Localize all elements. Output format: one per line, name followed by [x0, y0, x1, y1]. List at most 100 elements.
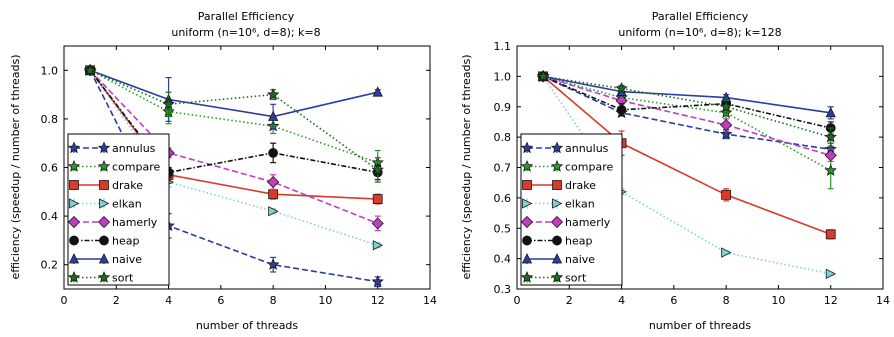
series-line-elkan	[542, 75, 831, 275]
legend-marker	[69, 198, 80, 209]
legend-marker	[550, 270, 564, 283]
legend-marker	[67, 270, 81, 283]
legend-label: drake	[565, 179, 596, 192]
legend-marker	[522, 235, 532, 246]
legend-label: compare	[112, 161, 160, 174]
legend-item-heap: heap	[522, 235, 592, 248]
legend-marker	[67, 159, 81, 172]
data-point-naive	[267, 110, 279, 121]
legend-marker	[97, 159, 111, 172]
chart-right-legend: annulus compare drake elkan hamerly heap naive…	[520, 133, 623, 286]
series-line-naive	[542, 75, 831, 114]
chart-left-ticks: 0 2 4 6 8 10 12 14 0.2 0.4 0.6 0.8 1.0	[41, 46, 437, 307]
legend-label: naive	[565, 253, 595, 266]
legend-item-drake: drake	[522, 179, 596, 192]
x-tick-label: 14	[423, 294, 437, 307]
legend-marker	[67, 141, 81, 154]
legend-item-hamerly: hamerly	[520, 215, 611, 229]
legend-label: heap	[565, 235, 592, 248]
legend-marker	[520, 215, 534, 229]
chart-left-ylabel: efficiency (speedup / number of threads)	[9, 54, 22, 279]
legend-marker	[97, 270, 111, 283]
x-tick-label: 6	[670, 294, 677, 307]
series-line-annulus	[542, 75, 831, 151]
series-sort	[536, 69, 837, 147]
chart-left-legend-entries: annulus compare drake elkan hamerly heap naive…	[67, 141, 160, 285]
y-tick-label: 0.8	[41, 113, 59, 126]
legend-item-naive: naive	[68, 253, 142, 266]
data-point-heap	[268, 148, 279, 158]
y-tick-label: 0.8	[494, 131, 512, 144]
y-tick-label: 0.2	[41, 259, 59, 272]
legend-label: sort	[112, 272, 134, 285]
chart-left-legend-box	[67, 133, 170, 286]
x-tick-label: 4	[165, 294, 172, 307]
series-line-hamerly	[89, 69, 378, 225]
chart-right-ylabel: efficiency (speedup / number of threads)	[460, 54, 473, 279]
legend-marker	[97, 215, 111, 229]
chart-left: Parallel Efficiency uniform (n=10⁶, d=8)…	[9, 10, 437, 332]
data-point-drake	[721, 189, 732, 200]
legend-label: annulus	[112, 142, 156, 155]
legend-item-annulus: annulus	[67, 141, 156, 155]
legend-marker	[98, 253, 110, 264]
x-tick-label: 12	[824, 294, 838, 307]
legend-marker	[550, 159, 564, 172]
y-tick-label: 0.6	[494, 192, 512, 205]
series-line-naive	[89, 69, 378, 118]
legend-item-elkan: elkan	[69, 198, 142, 211]
x-tick-label: 8	[270, 294, 277, 307]
data-point-hamerly	[371, 217, 384, 230]
data-point-hamerly	[824, 149, 837, 162]
series-line-compare	[542, 75, 832, 172]
legend-marker	[520, 141, 534, 154]
legend-item-compare: compare	[520, 159, 613, 174]
legend-item-naive: naive	[521, 253, 595, 266]
chart-right-xlabel: number of threads	[649, 319, 752, 332]
x-tick-label: 0	[514, 294, 521, 307]
y-tick-label: 1.0	[494, 70, 512, 83]
legend-label: naive	[112, 253, 142, 266]
legend-marker	[551, 253, 563, 264]
series-line-heap	[89, 69, 378, 174]
series-line-compare	[89, 69, 378, 164]
y-tick-label: 0.9	[494, 101, 512, 114]
legend-marker	[99, 198, 110, 209]
chart-right-legend-box	[520, 133, 623, 286]
data-point-drake	[268, 189, 279, 200]
data-point-sort	[371, 163, 384, 176]
x-tick-label: 10	[318, 294, 332, 307]
legend-item-drake: drake	[69, 179, 143, 192]
y-tick-label: 1.1	[494, 40, 512, 53]
data-point-hamerly	[267, 176, 280, 189]
chart-right-ticks: 0 2 4 6 8 10 12 14 0.3 0.4 0.5 0.6 0.7 0.8 0.9 1.0 1.1	[494, 40, 891, 307]
legend-label: sort	[565, 272, 587, 285]
chart-left-title: Parallel Efficiency	[198, 10, 295, 23]
data-point-elkan	[372, 240, 384, 251]
data-point-drake	[825, 229, 836, 240]
legend-label: hamerly	[565, 216, 611, 229]
legend-marker	[69, 235, 79, 246]
legend-marker	[69, 180, 79, 190]
data-point-sort	[536, 69, 550, 82]
series-line-annulus	[89, 69, 378, 283]
data-point-compare	[824, 163, 837, 176]
data-point-elkan	[268, 206, 279, 217]
data-point-annulus	[371, 275, 384, 288]
x-tick-label: 12	[371, 294, 385, 307]
y-tick-label: 0.3	[494, 283, 512, 296]
x-tick-label: 8	[723, 294, 730, 307]
legend-marker	[99, 180, 109, 190]
data-point-sort	[719, 100, 733, 113]
y-tick-label: 0.6	[41, 162, 59, 175]
y-tick-label: 0.7	[494, 162, 512, 175]
data-point-sort	[824, 130, 837, 143]
chart-right-legend-entries: annulus compare drake elkan hamerly heap naive…	[520, 141, 613, 285]
series-line-sort	[542, 75, 831, 138]
legend-marker	[552, 198, 563, 209]
x-tick-label: 2	[566, 294, 573, 307]
legend-marker	[550, 215, 564, 229]
data-point-elkan	[721, 247, 732, 258]
data-point-naive	[372, 86, 383, 97]
